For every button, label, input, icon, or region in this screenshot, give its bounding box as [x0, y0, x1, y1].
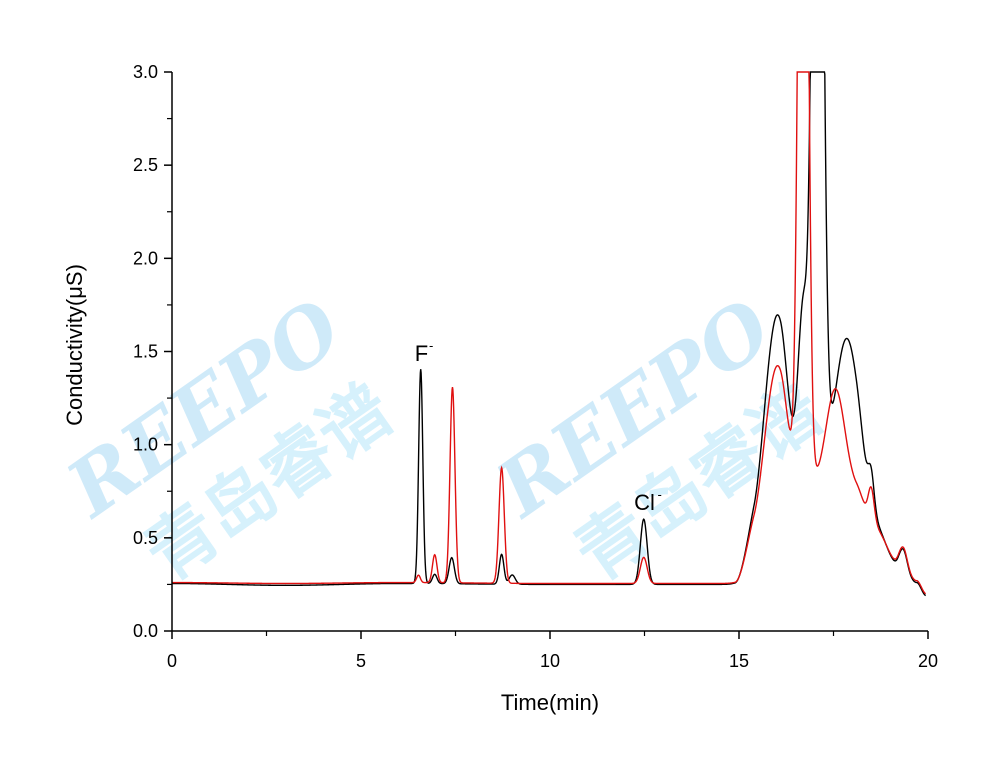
x-axis-title: Time(min): [501, 690, 599, 715]
series-line-1: [172, 71, 927, 597]
annotation-superscript: -: [658, 487, 662, 502]
y-tick-label: 2.5: [133, 155, 158, 175]
series-layer: [172, 71, 927, 597]
annotation-label: Cl: [634, 490, 655, 515]
peak-annotations: F -Cl -: [415, 338, 662, 515]
y-tick-label: 1.5: [133, 342, 158, 362]
x-tick-label: 15: [729, 651, 749, 671]
x-tick-label: 10: [540, 651, 560, 671]
y-tick-label: 1.0: [133, 435, 158, 455]
y-axis-ticks: 0.0 0.5 1.0 1.5 2.0 2.5 3.0: [133, 62, 172, 641]
y-tick-label: 0.0: [133, 621, 158, 641]
x-tick-label: 0: [167, 651, 177, 671]
annotation-superscript: -: [429, 338, 433, 353]
y-axis-title: Conductivity(μS): [62, 264, 87, 426]
peak-annotation: F-: [415, 338, 434, 366]
x-axis-ticks: 0 5 10 15 20: [167, 631, 938, 671]
peak-annotation: Cl -: [634, 487, 662, 515]
annotation-label: F: [415, 341, 428, 366]
series-line-2: [172, 71, 927, 595]
y-tick-label: 3.0: [133, 62, 158, 82]
y-tick-label: 2.0: [133, 248, 158, 268]
x-tick-label: 20: [918, 651, 938, 671]
x-tick-label: 5: [356, 651, 366, 671]
y-tick-label: 0.5: [133, 528, 158, 548]
